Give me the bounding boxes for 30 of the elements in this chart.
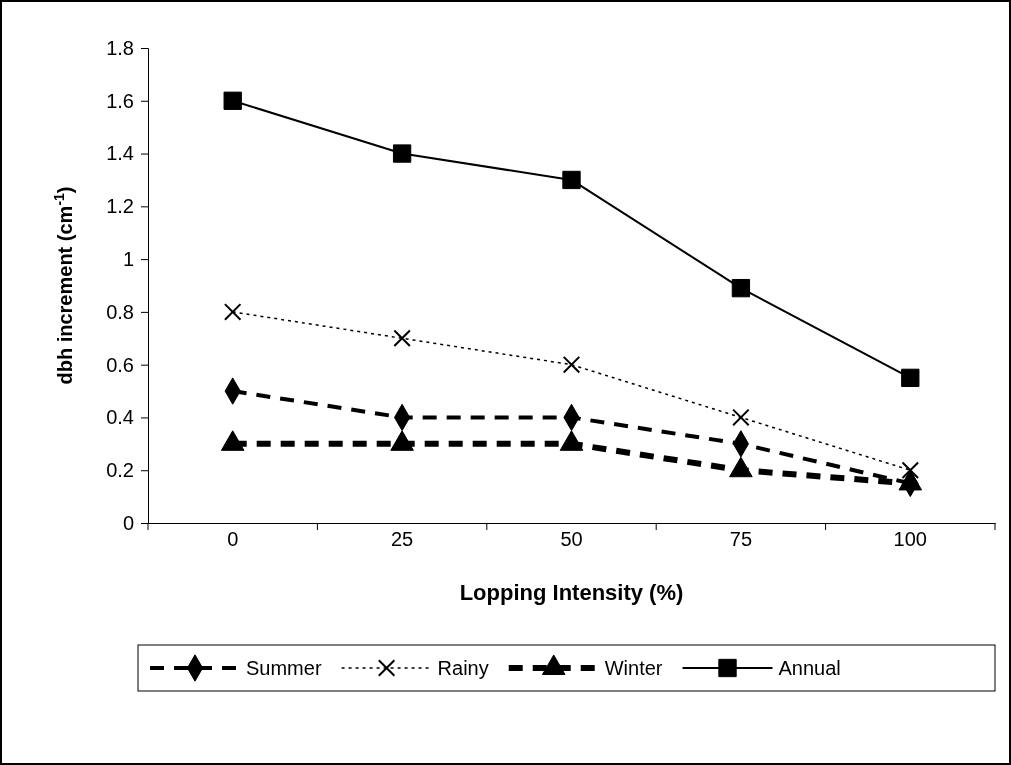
point [392, 144, 412, 163]
point [901, 368, 920, 388]
point [732, 408, 750, 427]
legend-label: Summer [246, 657, 322, 679]
y-tick-label: 0.2 [106, 459, 134, 482]
x-tick-label: 25 [390, 528, 414, 550]
y-tick-label: 0 [122, 511, 134, 534]
y-tick-label: 1.4 [106, 142, 134, 165]
y-tick-label: 1.8 [106, 36, 134, 59]
y-tick-label: 1.2 [106, 195, 134, 218]
point [562, 355, 581, 374]
point [562, 170, 581, 190]
point [731, 278, 751, 298]
y-tick-label: 0.4 [106, 406, 134, 429]
y-tick-label: 1.6 [106, 89, 134, 112]
point [901, 461, 920, 480]
y-tick-label: 1 [122, 248, 134, 271]
legend-label: Rainy [437, 657, 489, 679]
x-tick-label: 75 [729, 528, 753, 550]
x-tick-label: 50 [560, 528, 583, 550]
x-tick-label: 0 [227, 528, 239, 550]
x-axis-title: Lopping Intensity (%) [459, 580, 684, 605]
y-tick-label: 0.6 [106, 353, 134, 376]
point [393, 329, 411, 348]
point [223, 303, 242, 321]
point [223, 91, 242, 110]
legend-label: Winter [604, 657, 663, 679]
y-tick-label: 0.8 [106, 300, 134, 323]
legend-label: Annual [778, 657, 841, 679]
x-tick-label: 100 [893, 528, 927, 550]
